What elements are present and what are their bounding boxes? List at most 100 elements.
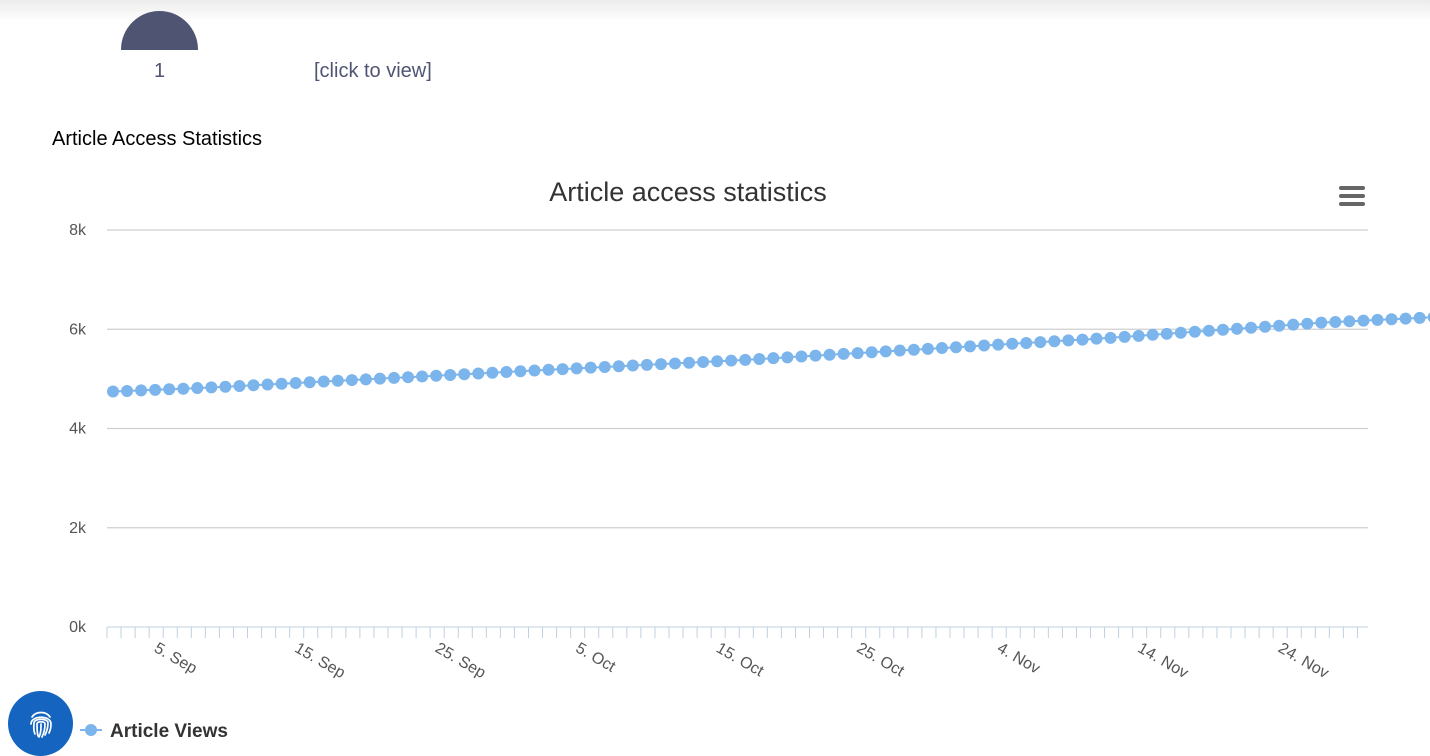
data-point <box>1020 336 1033 349</box>
data-point <box>1315 316 1328 329</box>
x-tick-label: 5. Oct <box>573 640 619 676</box>
data-point <box>430 369 443 382</box>
legend-symbol <box>85 724 97 736</box>
data-point <box>542 363 555 376</box>
data-point <box>739 353 752 366</box>
metric-value: 1 <box>153 60 166 82</box>
data-point <box>317 375 330 388</box>
series-article-views <box>107 311 1430 398</box>
x-tick-label: 15. Sep <box>292 640 348 682</box>
section-title: Article Access Statistics <box>52 128 263 150</box>
data-point <box>612 360 625 373</box>
data-point <box>1062 334 1075 347</box>
data-point <box>950 341 962 354</box>
data-point <box>388 371 400 384</box>
data-point <box>865 346 878 359</box>
x-tick-label: 25. Oct <box>854 640 908 681</box>
data-point <box>654 358 667 371</box>
data-point <box>1413 311 1426 324</box>
data-point <box>416 370 429 383</box>
data-point <box>1006 337 1019 350</box>
data-point <box>1273 319 1286 332</box>
data-point <box>177 382 190 395</box>
data-point <box>711 355 724 368</box>
data-point <box>500 365 513 378</box>
y-tick-label: 8k <box>69 222 87 239</box>
data-point <box>289 377 302 390</box>
data-point <box>781 351 794 364</box>
data-point <box>458 368 471 381</box>
data-point <box>851 347 864 360</box>
data-point <box>261 378 274 391</box>
data-point <box>640 358 653 371</box>
x-tick-label: 24. Nov <box>1275 640 1331 682</box>
data-point <box>303 376 316 389</box>
x-tick-label: 14. Nov <box>1135 640 1191 682</box>
chart-title: Article access statistics <box>549 177 827 207</box>
y-tick-label: 6k <box>69 321 87 338</box>
data-point <box>1076 333 1089 346</box>
data-point <box>1343 315 1356 328</box>
data-point <box>725 354 738 367</box>
data-point <box>359 373 372 386</box>
data-point <box>472 367 485 380</box>
data-point <box>626 359 639 372</box>
x-tick-label: 5. Sep <box>151 640 200 678</box>
data-point <box>121 384 134 397</box>
data-point <box>373 372 386 385</box>
data-point <box>1287 318 1300 331</box>
data-point <box>935 342 948 355</box>
x-tick-label: 25. Sep <box>432 640 488 682</box>
y-tick-label: 2k <box>69 520 87 537</box>
data-point <box>570 362 583 375</box>
data-point <box>191 382 204 395</box>
x-axis <box>106 626 1368 638</box>
data-point <box>1048 335 1061 348</box>
data-point <box>556 363 569 376</box>
data-point <box>837 347 850 360</box>
data-point <box>528 364 541 377</box>
x-axis-labels: 5. Sep 15. Sep 25. Sep 5. Oct 15. Oct 25. Oct… <box>151 640 1331 682</box>
data-point <box>1132 329 1145 342</box>
data-point <box>1034 336 1047 349</box>
y-axis-labels: 0k 2k 4k 6k 8k <box>69 222 87 636</box>
fingerprint-button[interactable] <box>8 691 73 756</box>
data-point <box>1329 315 1342 328</box>
click-to-view-link[interactable]: [click to view] <box>314 60 432 82</box>
menu-icon[interactable] <box>1330 178 1374 210</box>
data-point <box>1118 330 1131 343</box>
data-point <box>893 344 906 357</box>
data-point <box>219 380 232 393</box>
x-tick-label: 15. Oct <box>713 640 767 681</box>
article-access-chart: Article access statistics 0k 2k 4k 6k 8k 5. … <box>69 177 1430 742</box>
data-point <box>1245 321 1258 334</box>
y-tick-label: 0k <box>69 619 87 636</box>
legend-item-article-views[interactable]: Article Views <box>80 721 228 742</box>
data-point <box>683 356 696 369</box>
data-point <box>795 350 808 363</box>
data-point <box>331 374 344 387</box>
data-point <box>233 380 246 393</box>
data-point <box>1259 320 1272 333</box>
data-point <box>669 357 681 370</box>
data-point <box>1104 331 1117 344</box>
data-point <box>697 356 710 369</box>
data-point <box>767 352 780 365</box>
data-point <box>1301 317 1314 330</box>
data-point <box>149 383 162 396</box>
data-point <box>598 360 611 373</box>
header-shadow <box>0 0 1430 22</box>
data-point <box>514 365 527 378</box>
data-point <box>135 384 148 397</box>
data-point <box>809 349 822 362</box>
data-point <box>444 369 457 382</box>
data-point <box>992 338 1005 351</box>
data-point <box>486 366 499 379</box>
data-point <box>275 377 288 390</box>
data-point <box>1371 313 1384 326</box>
data-point <box>345 374 358 387</box>
data-point <box>1188 325 1201 338</box>
data-point <box>907 343 920 356</box>
legend-label: Article Views <box>110 721 228 742</box>
data-point <box>163 383 176 396</box>
